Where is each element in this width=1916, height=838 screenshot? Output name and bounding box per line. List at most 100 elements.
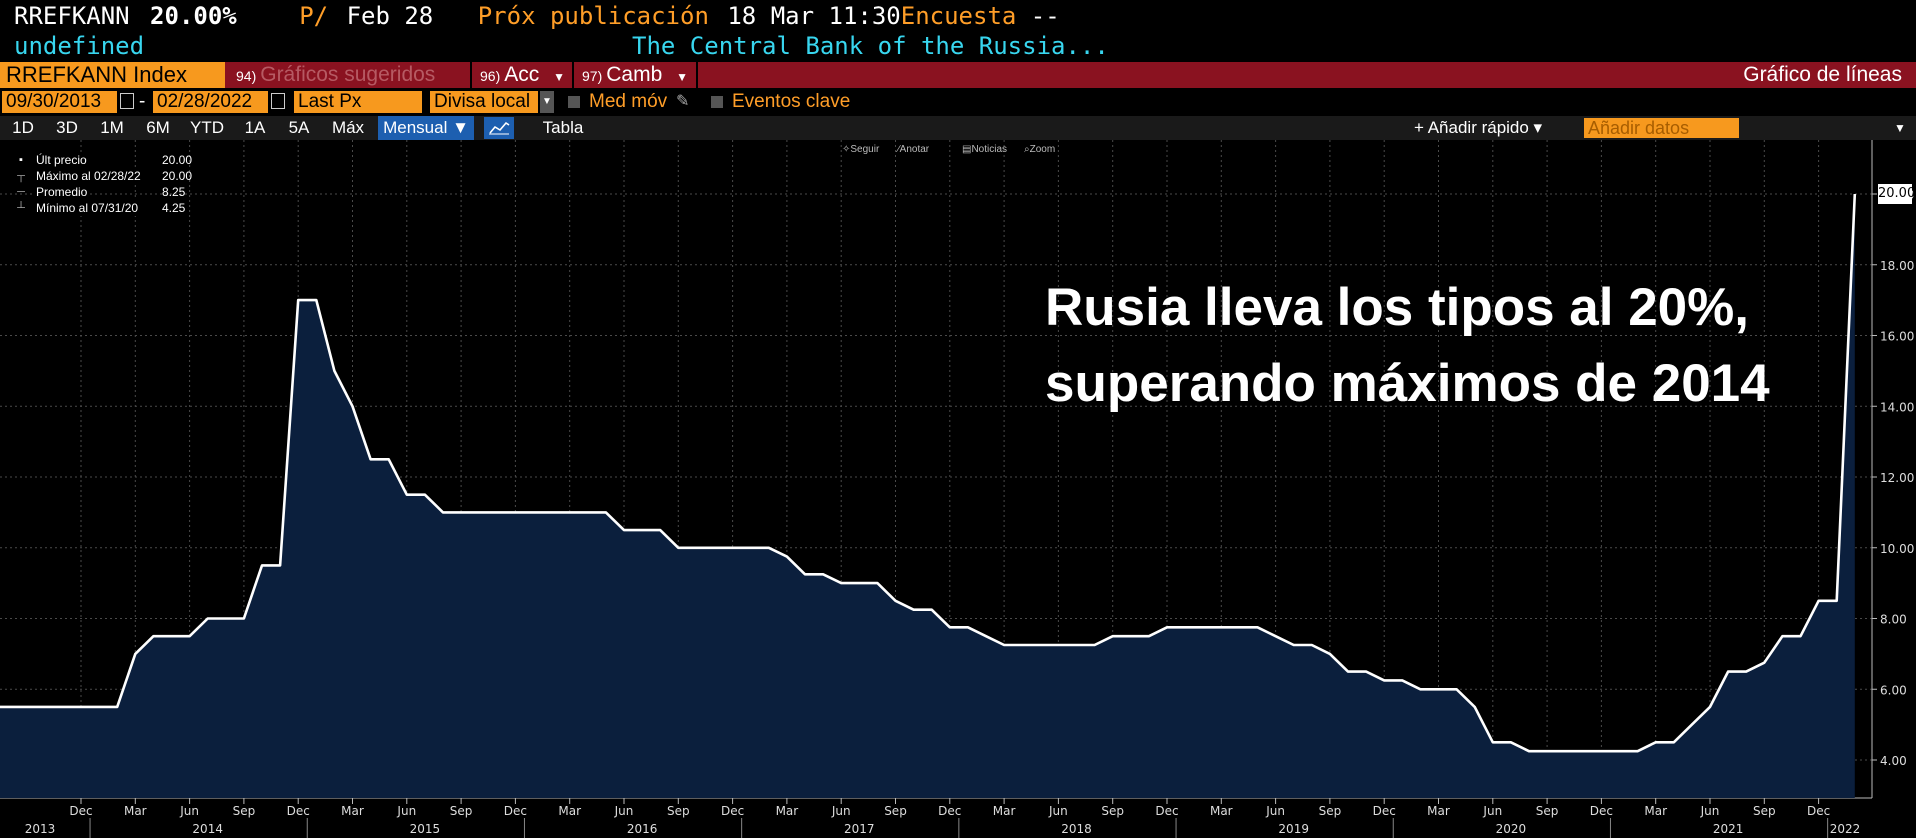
suggested-charts-button[interactable]: 94) Gráficos sugeridos	[230, 62, 435, 88]
x-month-label: Mar	[558, 804, 581, 818]
suggested-num: 94)	[236, 68, 257, 84]
x-month-label: Dec	[938, 804, 961, 818]
x-year-label: 2017	[844, 822, 875, 836]
x-month-label: Mar	[341, 804, 364, 818]
x-month-label: Dec	[504, 804, 527, 818]
range-3d-button[interactable]: 3D	[56, 118, 78, 137]
y-tick-label: 10.00	[1880, 542, 1914, 556]
y-tick-label: 16.00	[1880, 330, 1914, 344]
x-month-label: Dec	[69, 804, 92, 818]
chart-annotation: Rusia lleva los tipos al 20%, superando …	[1045, 270, 1770, 422]
moving-avg-label: Med móv	[589, 91, 668, 112]
price-chart[interactable]: 4.00 6.00 8.00 10.00 12.00 14.00 16.00 18.00 20.…	[0, 140, 1916, 838]
menu-chevron-icon[interactable]: ▼	[1894, 121, 1906, 135]
zoom-label: Zoom	[1029, 144, 1056, 155]
x-year-label: 2016	[627, 822, 658, 836]
currency-select[interactable]: Divisa local	[430, 91, 538, 113]
pencil-icon[interactable]: ✎	[676, 93, 690, 110]
calendar-icon[interactable]	[271, 93, 285, 109]
range-6m-button[interactable]: 6M	[146, 118, 170, 137]
line-chart-icon[interactable]	[484, 117, 514, 139]
end-date-input[interactable]: 02/28/2022	[153, 91, 268, 113]
x-month-label: Mar	[1210, 804, 1233, 818]
acc-label: Acc	[504, 63, 540, 86]
quick-add-button[interactable]: + Añadir rápido ▾	[1414, 118, 1543, 137]
y-tick-label: 12.00	[1880, 471, 1914, 485]
chevron-down-icon[interactable]: ▼	[540, 91, 554, 113]
chevron-down-icon: ▼	[676, 70, 688, 84]
function-toolbar: RREFKANN Index 94) Gráficos sugeridos 96)…	[0, 62, 1916, 88]
price-field-select[interactable]: Last Px	[294, 91, 422, 113]
high-marker-icon: ┬	[17, 170, 25, 182]
x-month-label: Jun	[614, 804, 634, 818]
legend-value: 8.25	[162, 185, 186, 199]
x-year-label: 2021	[1713, 822, 1744, 836]
y-tick-label: 6.00	[1880, 683, 1907, 697]
range-ytd-button[interactable]: YTD	[190, 118, 224, 137]
range-1d-button[interactable]: 1D	[12, 118, 34, 137]
x-year-label: 2019	[1278, 822, 1309, 836]
x-month-label: Dec	[1807, 804, 1830, 818]
annotation-line-1: Rusia lleva los tipos al 20%,	[1045, 278, 1750, 337]
period-select[interactable]: Mensual ▼	[378, 116, 474, 140]
chevron-down-icon: ▼	[553, 70, 565, 84]
header-row-1: RREFKANN 20.00% P/ Feb 28 Próx publicaci…	[14, 2, 1060, 30]
date-range-bar: 09/30/2013 - 02/28/2022 Last Px Divisa l…	[0, 89, 1916, 115]
x-month-label: Sep	[1319, 804, 1342, 818]
x-month-label: Sep	[450, 804, 473, 818]
key-events-checkbox[interactable]	[711, 96, 723, 108]
news-button[interactable]: ▤ Noticias	[962, 144, 1008, 155]
range-1a-button[interactable]: 1A	[244, 118, 266, 137]
follow-button[interactable]: ✧ Seguir	[842, 144, 880, 155]
next-pub-date: 18 Mar 11:30	[727, 2, 901, 30]
y-tick-label: 4.00	[1880, 754, 1907, 768]
low-marker-icon: ┴	[17, 202, 25, 214]
start-date-input[interactable]: 09/30/2013	[2, 91, 117, 113]
x-month-label: Mar	[1644, 804, 1667, 818]
x-month-label: Sep	[233, 804, 256, 818]
ticker[interactable]: RREFKANN	[14, 2, 130, 30]
legend-label: Promedio	[34, 184, 90, 200]
x-month-label: Jun	[1265, 804, 1285, 818]
sub-left: undefined	[14, 32, 145, 60]
follow-label: Seguir	[850, 144, 880, 155]
price-label: P/	[299, 2, 329, 30]
next-pub-label: Próx publicación	[477, 2, 709, 30]
range-5a-button[interactable]: 5A	[288, 118, 310, 137]
x-year-label: 2014	[192, 822, 223, 836]
average-marker-icon: ─	[17, 186, 25, 198]
range-selector-bar: 1D 3D 1M 6M YTD 1A 5A Máx Mensual ▼ Tabl…	[0, 116, 1916, 140]
table-button[interactable]: Tabla	[542, 118, 584, 137]
chart-canvas[interactable]: 4.00 6.00 8.00 10.00 12.00 14.00 16.00 18.00 20.…	[0, 140, 1916, 838]
camb-num: 97)	[582, 68, 603, 84]
x-month-label: Jun	[396, 804, 416, 818]
security-header: RREFKANN 20.00% P/ Feb 28 Próx publicaci…	[0, 0, 1916, 62]
x-month-label: Mar	[124, 804, 147, 818]
range-max-button[interactable]: Máx	[331, 118, 365, 137]
edit-button[interactable]: 97) Camb ▼	[576, 62, 688, 88]
add-data-input[interactable]: Añadir datos	[1584, 118, 1739, 138]
zoom-button[interactable]: ⌕ Zoom	[1024, 144, 1056, 155]
x-year-label: 2020	[1496, 822, 1527, 836]
calendar-icon[interactable]	[120, 93, 134, 109]
last-value: 20.00%	[150, 2, 237, 30]
annotate-button[interactable]: ∕ Anotar	[898, 144, 930, 155]
chart-type-label: Gráfico de líneas	[1743, 63, 1902, 86]
survey-value: --	[1030, 2, 1060, 30]
security-name[interactable]: The Central Bank of the Russia...	[632, 32, 1109, 60]
key-events-label: Eventos clave	[732, 91, 851, 112]
x-month-label: Jun	[1048, 804, 1068, 818]
x-month-label: Jun	[179, 804, 199, 818]
x-month-label: Sep	[1536, 804, 1559, 818]
moving-avg-checkbox[interactable]	[568, 96, 580, 108]
price-date: Feb 28	[346, 2, 434, 30]
legend-label: Mínimo al 07/31/20	[34, 200, 141, 216]
actions-button[interactable]: 96) Acc ▼	[474, 62, 565, 88]
x-month-label: Jun	[1482, 804, 1502, 818]
legend-value: 4.25	[162, 201, 186, 215]
legend-value: 20.00	[162, 169, 193, 183]
index-field[interactable]: RREFKANN Index	[0, 62, 225, 88]
toolbar-divider	[696, 62, 698, 88]
range-1m-button[interactable]: 1M	[100, 118, 124, 137]
acc-num: 96)	[480, 68, 501, 84]
